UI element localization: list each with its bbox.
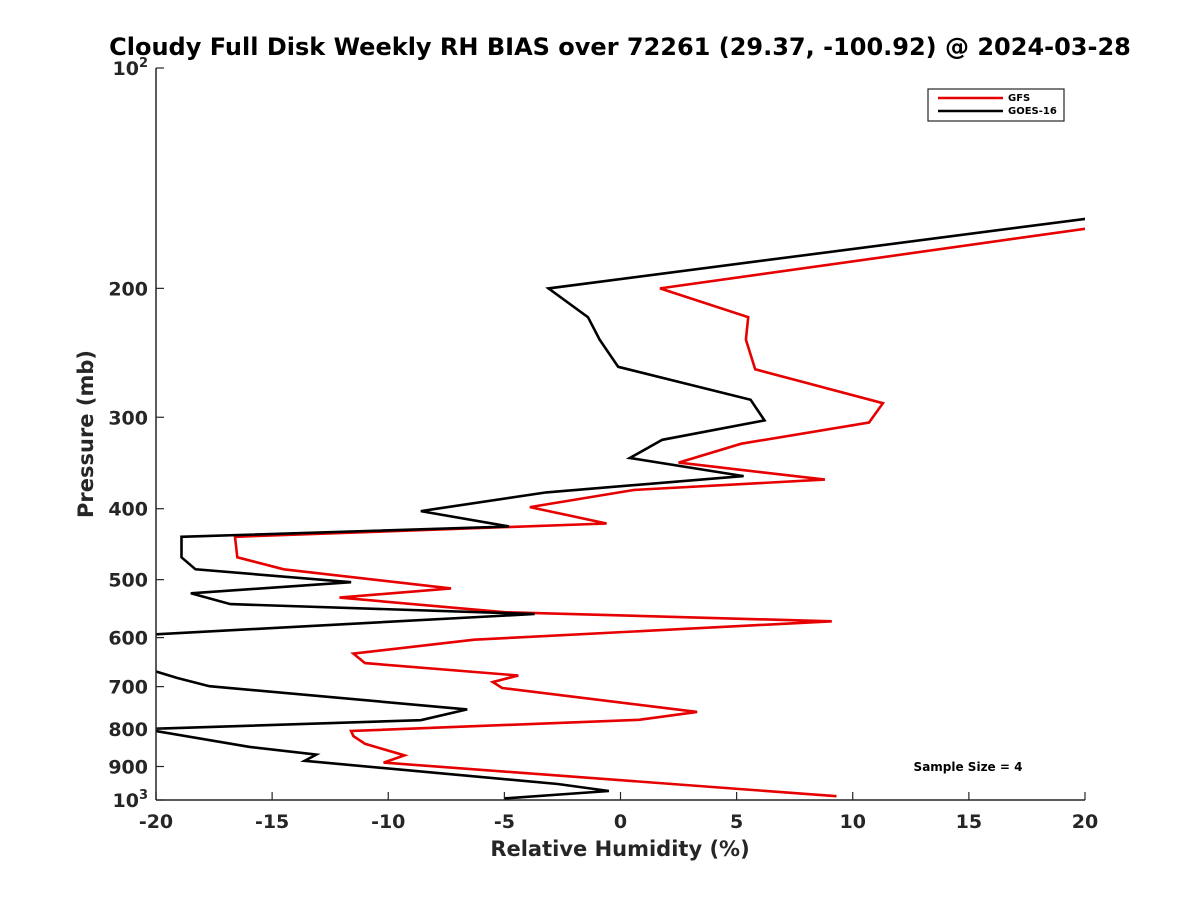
y-tick-label: 400 bbox=[108, 499, 148, 521]
ticks-layer: -20 -15 -10 -5 0 5 10 15 20 102 200 300 400 500 600 700… bbox=[108, 56, 1098, 833]
y-tick-label: 700 bbox=[108, 677, 148, 699]
y-tick-label: 300 bbox=[108, 407, 148, 429]
y-tick-label: 103 bbox=[113, 788, 149, 812]
y-tick-label: 800 bbox=[108, 719, 148, 741]
x-tick-label: 0 bbox=[614, 811, 627, 833]
x-tick-label: 10 bbox=[840, 811, 866, 833]
y-axis-label: Pressure (mb) bbox=[74, 350, 98, 518]
x-tick-label: 20 bbox=[1072, 811, 1098, 833]
x-tick-label: -15 bbox=[255, 811, 289, 833]
legend: GFS GOES-16 bbox=[927, 88, 1065, 122]
legend-label-gfs: GFS bbox=[1008, 93, 1030, 104]
sample-size-annotation: Sample Size = 4 bbox=[914, 760, 1023, 774]
series-layer bbox=[156, 217, 1085, 800]
x-tick-label: 15 bbox=[956, 811, 982, 833]
y-tick-label: 900 bbox=[108, 757, 148, 779]
series-line-goes-16 bbox=[156, 217, 1085, 800]
y-tick-label: 600 bbox=[108, 628, 148, 650]
x-axis-label: Relative Humidity (%) bbox=[490, 837, 749, 861]
x-tick-label: -10 bbox=[371, 811, 405, 833]
axes bbox=[155, 68, 1085, 801]
x-tick-label: -20 bbox=[139, 811, 173, 833]
series-line-gfs bbox=[233, 227, 1085, 798]
x-tick-label: 5 bbox=[730, 811, 743, 833]
legend-label-goes-16: GOES-16 bbox=[1008, 106, 1057, 117]
chart-title: Cloudy Full Disk Weekly RH BIAS over 722… bbox=[109, 33, 1131, 61]
y-tick-label: 500 bbox=[108, 570, 148, 592]
legend-box bbox=[927, 88, 1065, 122]
y-tick-label: 200 bbox=[108, 278, 148, 300]
x-tick-label: -5 bbox=[494, 811, 515, 833]
y-tick-label: 102 bbox=[113, 56, 149, 80]
